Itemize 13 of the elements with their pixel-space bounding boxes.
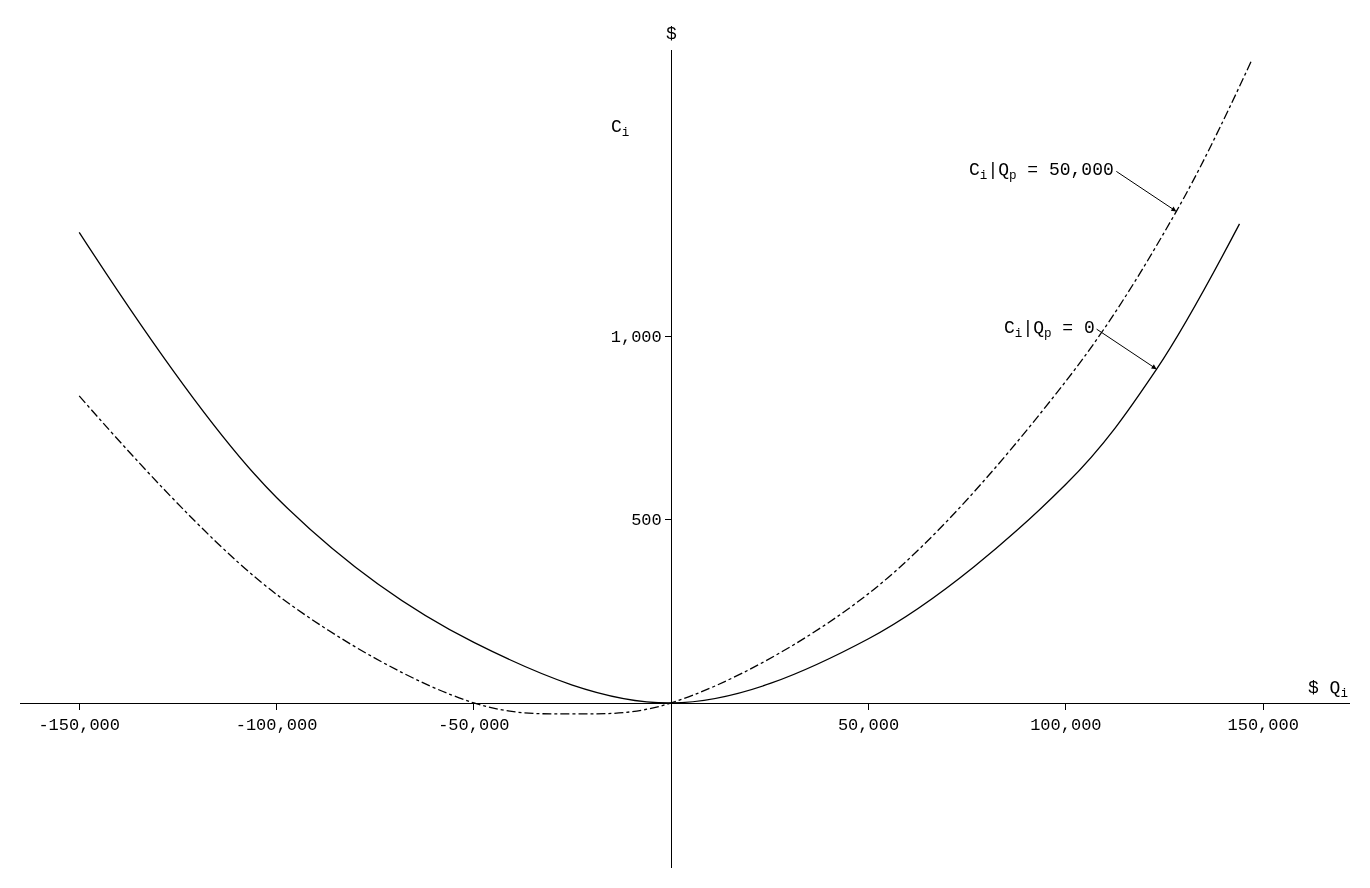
x-tick-label: -100,000 xyxy=(235,716,318,736)
annotation: C$_{i}$ xyxy=(611,117,630,140)
x-tick-label: 50,000 xyxy=(837,716,900,736)
annotation: C$_{i}$|Q$_{p}$ = 50,000 xyxy=(969,160,1114,183)
x-tick-label: 100,000 xyxy=(1030,716,1102,736)
x-tick-label: -50,000 xyxy=(438,716,510,736)
y-tick-label: 1,000 xyxy=(610,328,662,348)
x-axis-title: $ Q$_{i}$ xyxy=(1308,678,1348,701)
y-tick-label: 500 xyxy=(631,511,662,531)
annotation: C$_{i}$|Q$_{p}$ = 0 xyxy=(1004,318,1095,341)
y-axis-title: $ xyxy=(666,24,677,44)
x-tick-label: -150,000 xyxy=(38,716,121,736)
x-tick-label: 150,000 xyxy=(1227,716,1299,736)
